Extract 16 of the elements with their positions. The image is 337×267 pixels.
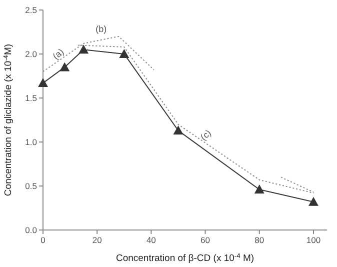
x-tick-label: 20 <box>92 235 102 245</box>
annotation: (b) <box>96 24 107 34</box>
annotation: (a) <box>50 46 66 62</box>
x-tick-label: 40 <box>146 235 156 245</box>
y-tick-label: 2.0 <box>25 48 38 59</box>
y-tick-label: 1.0 <box>25 136 38 147</box>
y-tick-label: 0.0 <box>25 224 38 235</box>
x-axis-title: Concentration of β-CD (x 10$^{-4}$ M) <box>116 252 254 264</box>
x-tick-label: 60 <box>200 235 210 245</box>
x-tick-label: 80 <box>254 235 264 245</box>
annotation: (c) <box>198 128 213 142</box>
x-tick-label: 100 <box>306 235 321 245</box>
y-tick-label: 2.5 <box>25 4 38 15</box>
y-tick-label: 0.5 <box>25 180 38 191</box>
x-tick-label: 0 <box>40 235 46 245</box>
y-tick-label: 1.5 <box>25 92 38 103</box>
